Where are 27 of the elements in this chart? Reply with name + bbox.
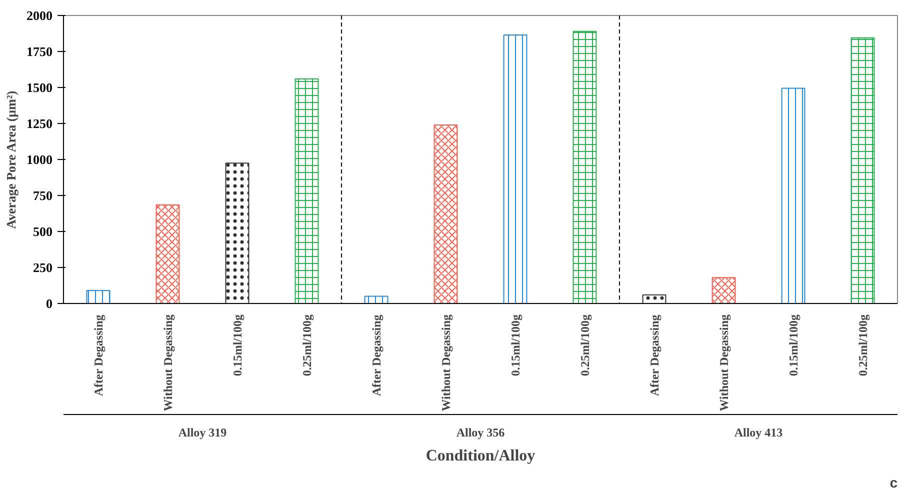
x-tick-label: Without Degassing (438, 314, 453, 412)
y-tick-label: 1000 (26, 152, 52, 167)
x-tick-label: 0.15ml/100g (230, 314, 244, 376)
y-tick-label: 1250 (26, 116, 52, 131)
y-tick-label: 1500 (26, 80, 52, 95)
x-tick-label: 0.25ml/100g (578, 314, 592, 376)
text: Alloy 413 (734, 426, 783, 440)
text: Alloy 319 (178, 426, 227, 440)
y-tick-label: 2000 (26, 8, 52, 23)
y-tick-label: 0 (46, 296, 52, 311)
x-tick-label: 0.25ml/100g (300, 314, 314, 376)
text: c (890, 474, 898, 490)
y-axis-title: Average Pore Area (µm²) (4, 90, 18, 229)
y-tick-label: 250 (33, 260, 52, 275)
x-tick-label: 0.15ml/100g (508, 314, 522, 376)
text: Alloy 356 (456, 426, 505, 440)
x-tick-label: After Degassing (647, 314, 662, 396)
x-axis-title: Condition/Alloy (426, 448, 536, 464)
y-tick-label: 500 (33, 224, 52, 239)
y-tick-label: 1750 (26, 44, 52, 59)
y-tick-label: 750 (33, 188, 52, 203)
x-tick-label: Without Degassing (160, 314, 175, 412)
x-tick-label: 0.15ml/100g (786, 314, 800, 376)
x-tick-label: 0.25ml/100g (856, 314, 870, 376)
x-tick-label: After Degassing (91, 314, 106, 396)
x-tick-label: After Degassing (369, 314, 384, 396)
x-tick-label: Without Degassing (716, 314, 731, 412)
